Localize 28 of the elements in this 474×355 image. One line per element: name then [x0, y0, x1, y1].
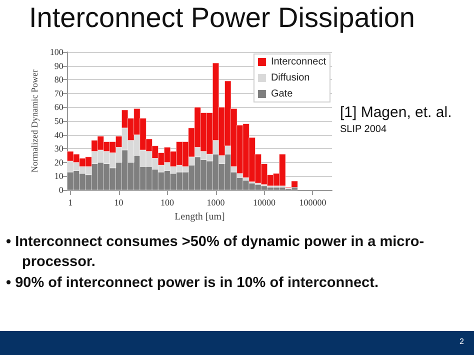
x-tick-label: 1000 — [206, 198, 226, 208]
y-tick-label: 50 — [54, 116, 64, 126]
x-tick-label: 100000 — [299, 198, 327, 208]
x-tick-label: 100 — [160, 198, 175, 208]
x-tick-label: 1 — [68, 198, 73, 208]
y-tick-label: 10 — [54, 171, 64, 182]
y-tick-label: 90 — [54, 60, 64, 71]
y-tick-label: 0 — [58, 185, 64, 195]
y-tick-label: 100 — [50, 47, 64, 57]
y-tick-label: 30 — [54, 144, 64, 154]
y-tick-label: 80 — [54, 74, 64, 85]
x-tick-label: 10 — [114, 198, 124, 208]
text: 2 — [460, 337, 464, 346]
text: [1] Magen, et. al. — [340, 104, 452, 121]
legend-label: Interconnect — [270, 56, 326, 68]
text: • Interconnect consumes >50% of dynamic power in a micro-processor. — [6, 233, 426, 272]
y-tick-label: 20 — [54, 157, 64, 168]
x-axis-title: Length [um] — [174, 211, 225, 222]
x-tick-label: 10000 — [252, 198, 276, 208]
y-tick-label: 40 — [54, 130, 64, 140]
y-tick-label: 70 — [54, 88, 64, 98]
chart-title: Interconnect Power Dissipation — [29, 2, 415, 34]
text: • 90% of interconnect power is in 10% of interconnect. — [6, 274, 380, 293]
legend-label: Diffusion — [270, 72, 310, 84]
text: SLIP 2004 — [340, 124, 387, 135]
y-tick-label: 60 — [54, 102, 64, 112]
y-axis-title: Normalized Dynamic Power — [30, 70, 40, 172]
legend-label: Gate — [270, 88, 294, 100]
